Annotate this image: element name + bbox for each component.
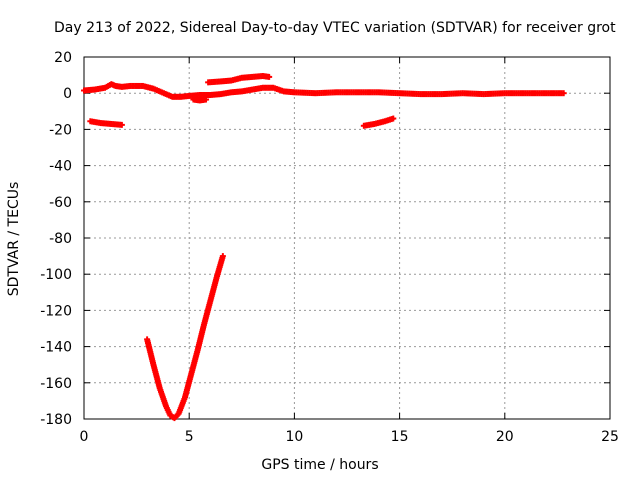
data-point — [203, 96, 210, 103]
y-tick-label: -20 — [49, 122, 72, 138]
y-tick-label: -40 — [49, 159, 72, 175]
y-axis-label: SDTVAR / TECUs — [6, 181, 22, 297]
y-tick-labels: 20 0 -20 -40 -60 -80 -100 -120 -140 -160 -180 — [40, 50, 72, 428]
y-tick-label: -60 — [49, 195, 72, 211]
x-tick-label: 25 — [601, 429, 619, 445]
y-tick-label: -140 — [40, 340, 72, 356]
gridlines — [84, 57, 610, 419]
data-point — [560, 90, 567, 97]
data-point — [219, 253, 226, 260]
data-points — [81, 73, 567, 422]
x-axis-label: GPS time / hours — [261, 457, 379, 473]
x-tick-label: 20 — [496, 429, 514, 445]
y-tick-label: -180 — [40, 412, 72, 428]
x-tick-labels: 0 5 10 15 20 25 — [80, 429, 619, 445]
x-tick-label: 15 — [391, 429, 409, 445]
y-tick-label: 0 — [63, 86, 72, 102]
plot-frame — [83, 56, 611, 420]
chart-title: Day 213 of 2022, Sidereal Day-to-day VTE… — [54, 20, 616, 36]
x-tick-label: 0 — [80, 429, 89, 445]
axis-ticks — [83, 56, 611, 420]
x-tick-label: 5 — [185, 429, 194, 445]
data-point — [390, 115, 397, 122]
y-tick-label: -100 — [40, 267, 72, 283]
y-tick-label: -160 — [40, 376, 72, 392]
x-tick-label: 10 — [285, 429, 303, 445]
y-tick-label: -120 — [40, 303, 72, 319]
y-tick-label: 20 — [54, 50, 72, 66]
data-point — [118, 121, 125, 128]
data-point — [266, 73, 273, 80]
y-tick-label: -80 — [49, 231, 72, 247]
